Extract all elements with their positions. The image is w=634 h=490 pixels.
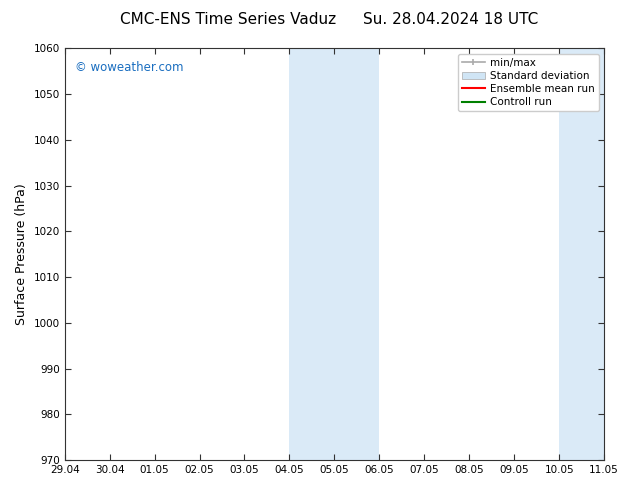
Bar — [559, 49, 634, 460]
Y-axis label: Surface Pressure (hPa): Surface Pressure (hPa) — [15, 183, 28, 325]
Bar — [290, 49, 379, 460]
Text: Su. 28.04.2024 18 UTC: Su. 28.04.2024 18 UTC — [363, 12, 538, 27]
Text: CMC-ENS Time Series Vaduz: CMC-ENS Time Series Vaduz — [120, 12, 336, 27]
Text: © woweather.com: © woweather.com — [75, 61, 184, 74]
Legend: min/max, Standard deviation, Ensemble mean run, Controll run: min/max, Standard deviation, Ensemble me… — [458, 53, 599, 111]
